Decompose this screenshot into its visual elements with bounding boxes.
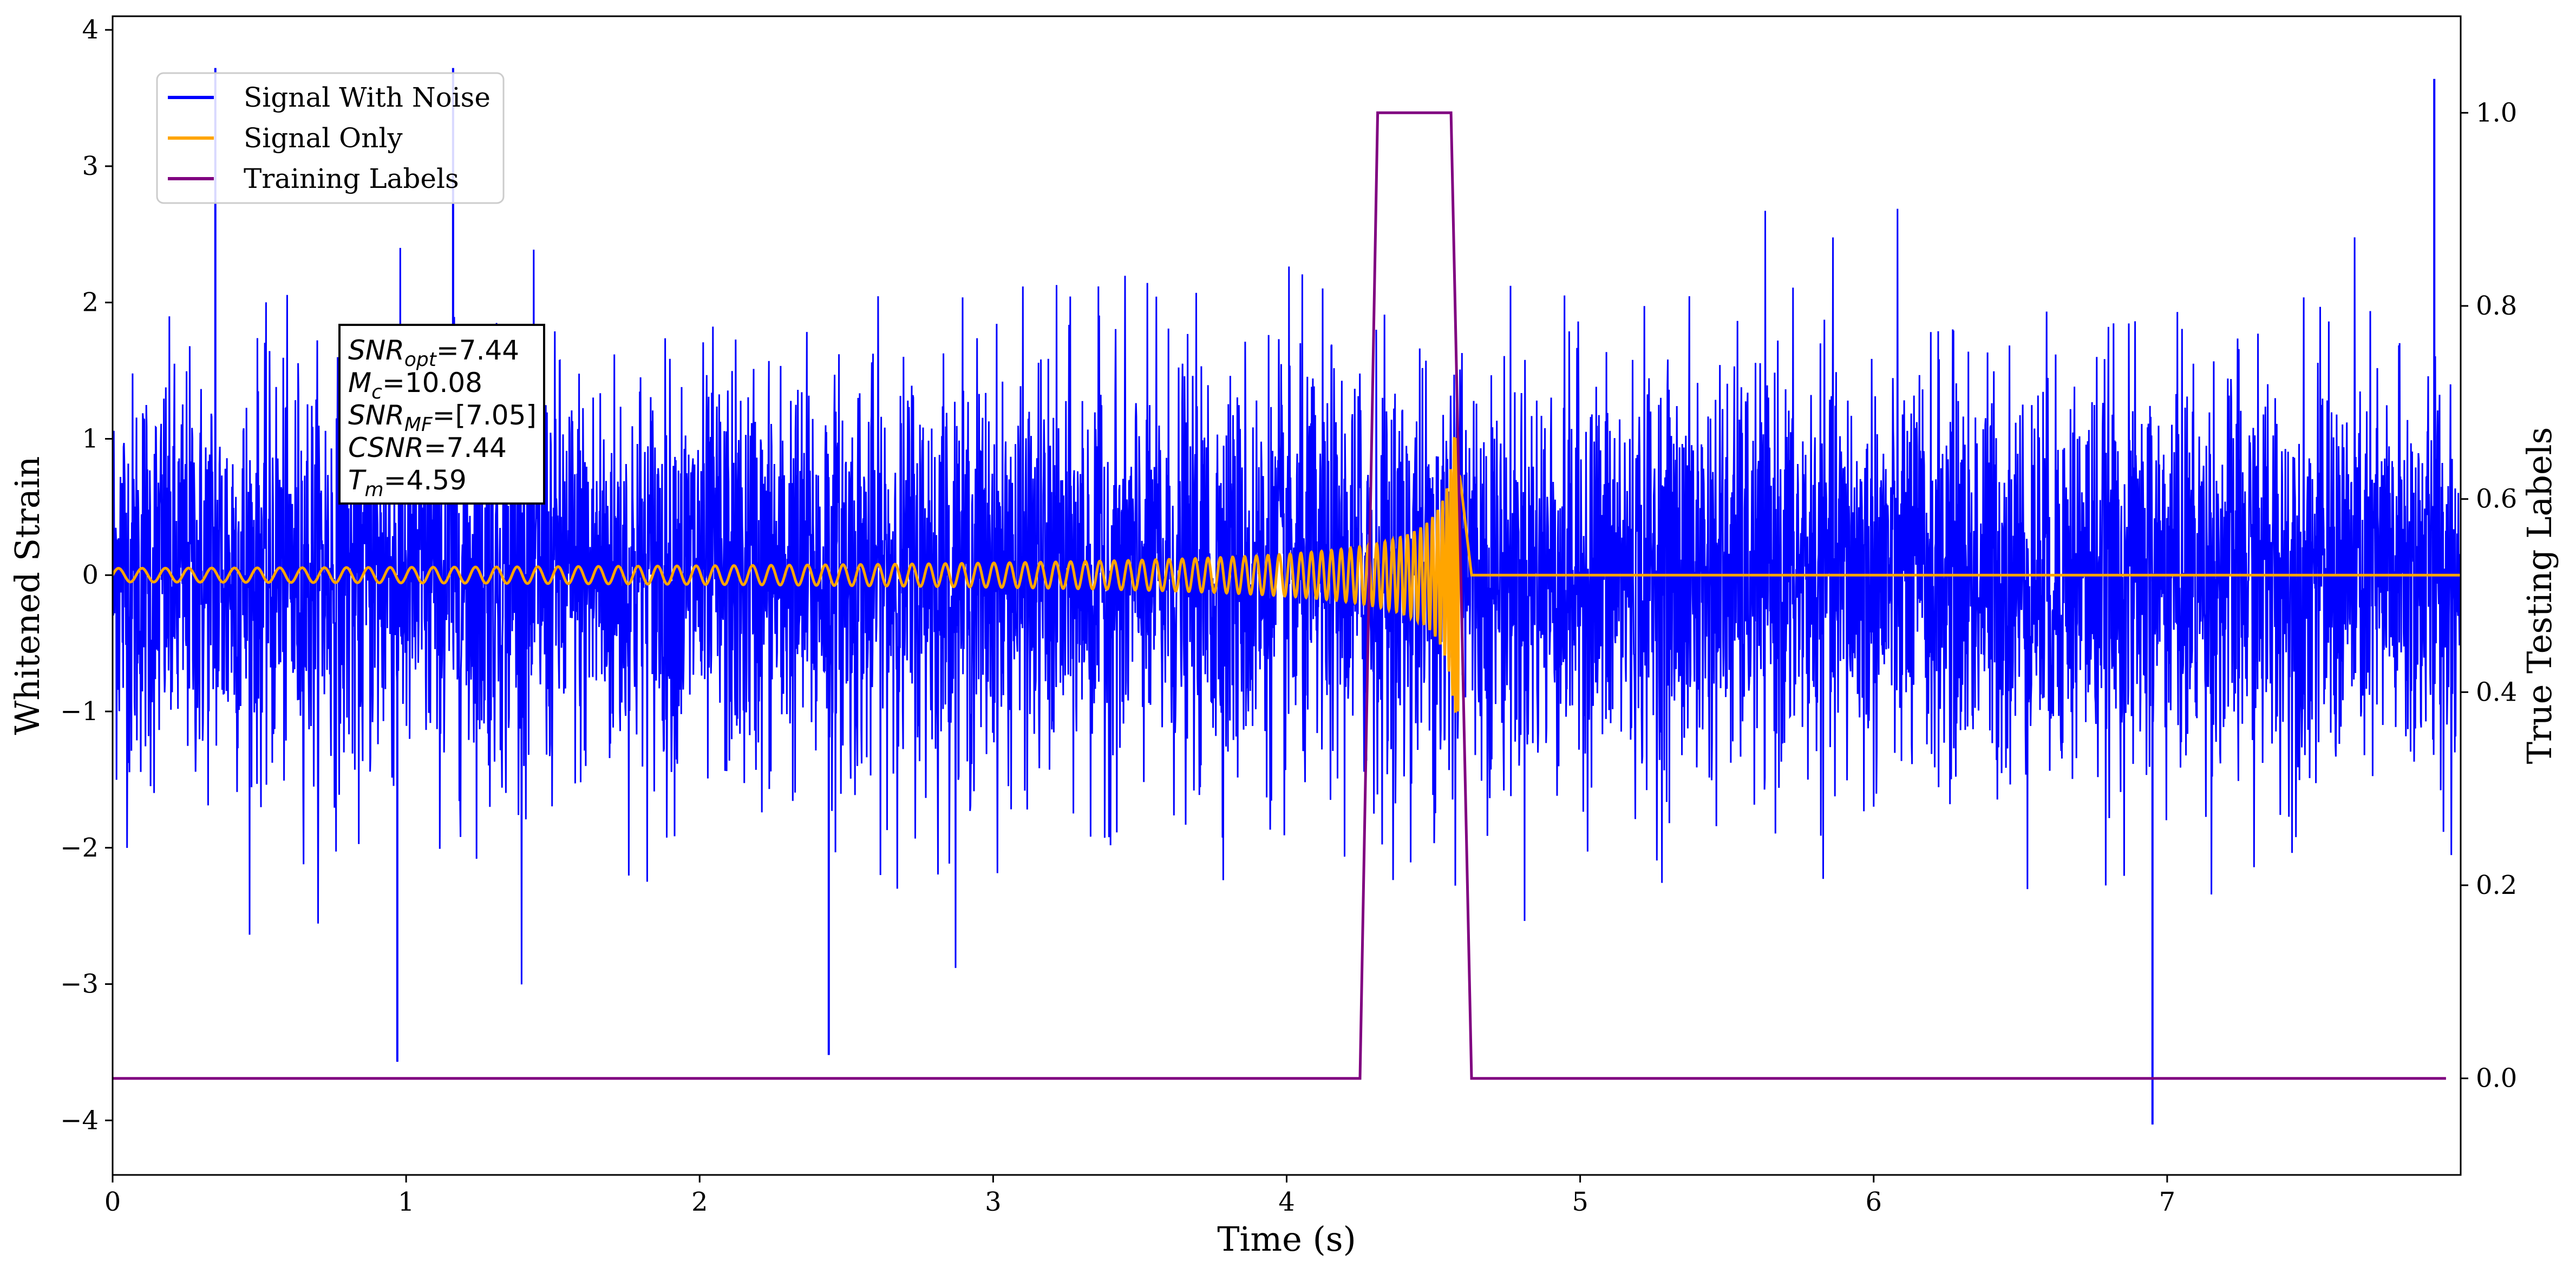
y-axis-left: −4 −3 −2 −1 0 1 2 3 4 bbox=[60, 15, 113, 1135]
x-axis: 0 1 2 3 4 5 6 7 bbox=[104, 1175, 2175, 1217]
legend-entry: Signal With Noise bbox=[244, 82, 491, 113]
plot-series bbox=[113, 68, 2461, 1125]
annotation-box-frame bbox=[338, 324, 545, 505]
y-tick-label: 0 bbox=[82, 560, 99, 590]
y-tick-label: −4 bbox=[60, 1105, 99, 1135]
legend-frame bbox=[156, 72, 505, 204]
y-axis-label: Whitened Strain bbox=[8, 456, 47, 735]
y2-tick-label: 0.2 bbox=[2476, 870, 2517, 900]
y2-tick-label: 1.0 bbox=[2476, 97, 2517, 128]
y-tick-label: 1 bbox=[82, 423, 99, 454]
x-tick-label: 5 bbox=[1572, 1187, 1588, 1217]
legend-entry: Signal Only bbox=[244, 122, 403, 154]
x-tick-label: 3 bbox=[985, 1187, 1002, 1217]
series-signal-only bbox=[113, 437, 2461, 713]
x-tick-label: 2 bbox=[691, 1187, 708, 1217]
y2-axis-label: True Testing Labels bbox=[2520, 427, 2559, 765]
y2-tick-label: 0.6 bbox=[2476, 484, 2517, 514]
annotation-line: CSNR=7.44 bbox=[348, 432, 507, 463]
y-tick-label: 4 bbox=[82, 15, 99, 45]
y-tick-label: 2 bbox=[82, 288, 99, 318]
x-tick-label: 4 bbox=[1278, 1187, 1295, 1217]
y2-tick-label: 0.4 bbox=[2476, 677, 2517, 707]
x-tick-label: 7 bbox=[2159, 1187, 2176, 1217]
series-signal-with-noise bbox=[113, 208, 2461, 985]
y-tick-label: −1 bbox=[60, 696, 99, 727]
y-tick-label: 3 bbox=[82, 151, 99, 181]
annotation-line: SNRopt=7.44 bbox=[348, 335, 519, 371]
x-tick-label: 1 bbox=[398, 1187, 415, 1217]
y-tick-label: −2 bbox=[60, 833, 99, 863]
x-tick-label: 0 bbox=[104, 1187, 121, 1217]
x-tick-label: 6 bbox=[1865, 1187, 1882, 1217]
y2-tick-label: 0.8 bbox=[2476, 291, 2517, 321]
y-axis-right: 0.0 0.2 0.4 0.6 0.8 1.0 bbox=[2461, 97, 2517, 1094]
annotation-line: Mc=10.08 bbox=[348, 367, 482, 403]
annotation-line: SNRMF=[7.05] bbox=[348, 400, 537, 436]
parameter-annotation-box: SNRopt=7.44Mc=10.08SNRMF=[7.05]CSNR=7.44… bbox=[338, 324, 545, 505]
y2-tick-label: 0.0 bbox=[2476, 1063, 2517, 1094]
legend: Signal With Noise Signal Only Training Lab… bbox=[156, 72, 505, 204]
annotation-line: Tm=4.59 bbox=[348, 465, 467, 501]
legend-entry: Training Labels bbox=[244, 163, 459, 194]
y-tick-label: −3 bbox=[60, 969, 99, 999]
x-axis-label: Time (s) bbox=[1217, 1219, 1356, 1259]
series-training-labels bbox=[113, 111, 2446, 1080]
